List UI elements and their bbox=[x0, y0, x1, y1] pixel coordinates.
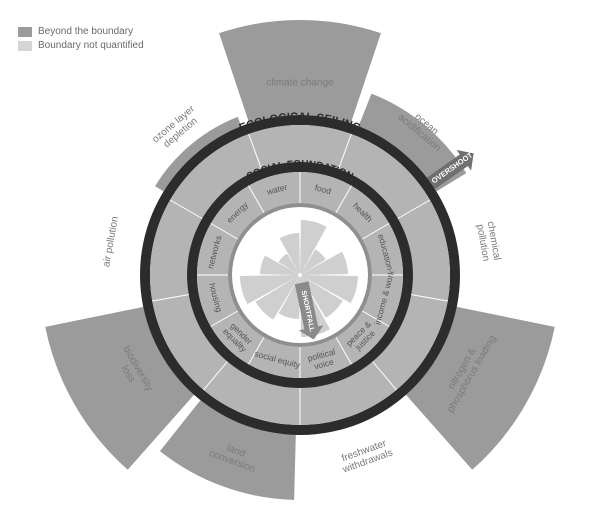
eco-label-7: air pollution bbox=[101, 216, 121, 268]
inner-edge-ring bbox=[228, 203, 372, 347]
legend-row-0: Beyond the boundary bbox=[18, 26, 144, 37]
eco-label-2: chemicalpollution bbox=[474, 220, 503, 263]
legend-label-0: Beyond the boundary bbox=[38, 26, 133, 37]
legend-swatch-1 bbox=[18, 41, 32, 51]
legend-swatch-0 bbox=[18, 27, 32, 37]
legend-label-1: Boundary not quantified bbox=[38, 40, 144, 51]
eco-overshoot-0 bbox=[219, 20, 381, 123]
eco-label-0: climate change bbox=[266, 78, 334, 89]
eco-label-4: freshwaterwithdrawals bbox=[337, 437, 395, 476]
legend-row-1: Boundary not quantified bbox=[18, 40, 144, 51]
legend: Beyond the boundary Boundary not quantif… bbox=[18, 26, 144, 54]
doughnut-diagram: waterfoodhealtheducationincome & workpea… bbox=[0, 0, 590, 522]
